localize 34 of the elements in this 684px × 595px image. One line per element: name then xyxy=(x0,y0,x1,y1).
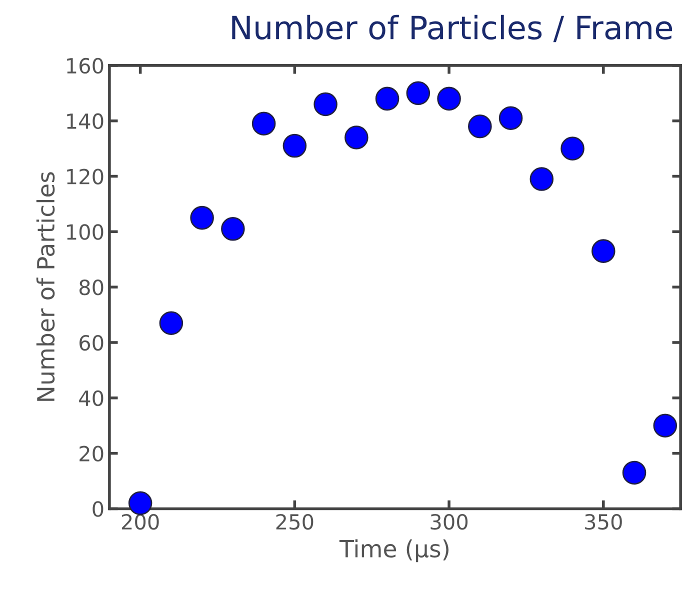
point xyxy=(375,86,400,111)
x-tick-label: 350 xyxy=(585,514,622,530)
point xyxy=(653,414,678,438)
point xyxy=(406,81,430,106)
point xyxy=(560,136,584,160)
y-tick-label: 40 xyxy=(79,390,104,406)
y-tick-label: 100 xyxy=(67,224,104,240)
point xyxy=(530,167,554,191)
point xyxy=(344,126,368,150)
point xyxy=(159,311,184,335)
y-tick-label: 160 xyxy=(67,58,104,74)
point xyxy=(221,217,245,241)
point xyxy=(190,206,214,230)
point xyxy=(592,239,616,263)
x-tick-label: 300 xyxy=(430,514,468,530)
y-tick-label: 20 xyxy=(80,446,104,462)
point xyxy=(437,86,461,111)
point xyxy=(282,134,307,158)
y-tick-label: 120 xyxy=(67,168,104,184)
point xyxy=(468,114,492,138)
point xyxy=(314,92,338,116)
y-tick-label: 80 xyxy=(79,280,104,296)
x-tick-label: 250 xyxy=(276,514,314,530)
y-axis-title: Number of Particles xyxy=(36,172,55,401)
y-tick-label: 0 xyxy=(92,501,104,517)
point xyxy=(498,106,523,130)
y-tick-label: 140 xyxy=(67,113,104,130)
x-tick-label: 200 xyxy=(122,514,159,530)
chart-title: Number of Particles / Frame xyxy=(232,14,672,42)
point xyxy=(622,460,646,485)
point xyxy=(252,112,276,136)
x-axis-title: Time (μs) xyxy=(339,539,448,562)
point xyxy=(128,491,152,516)
y-tick-label: 60 xyxy=(80,334,104,351)
